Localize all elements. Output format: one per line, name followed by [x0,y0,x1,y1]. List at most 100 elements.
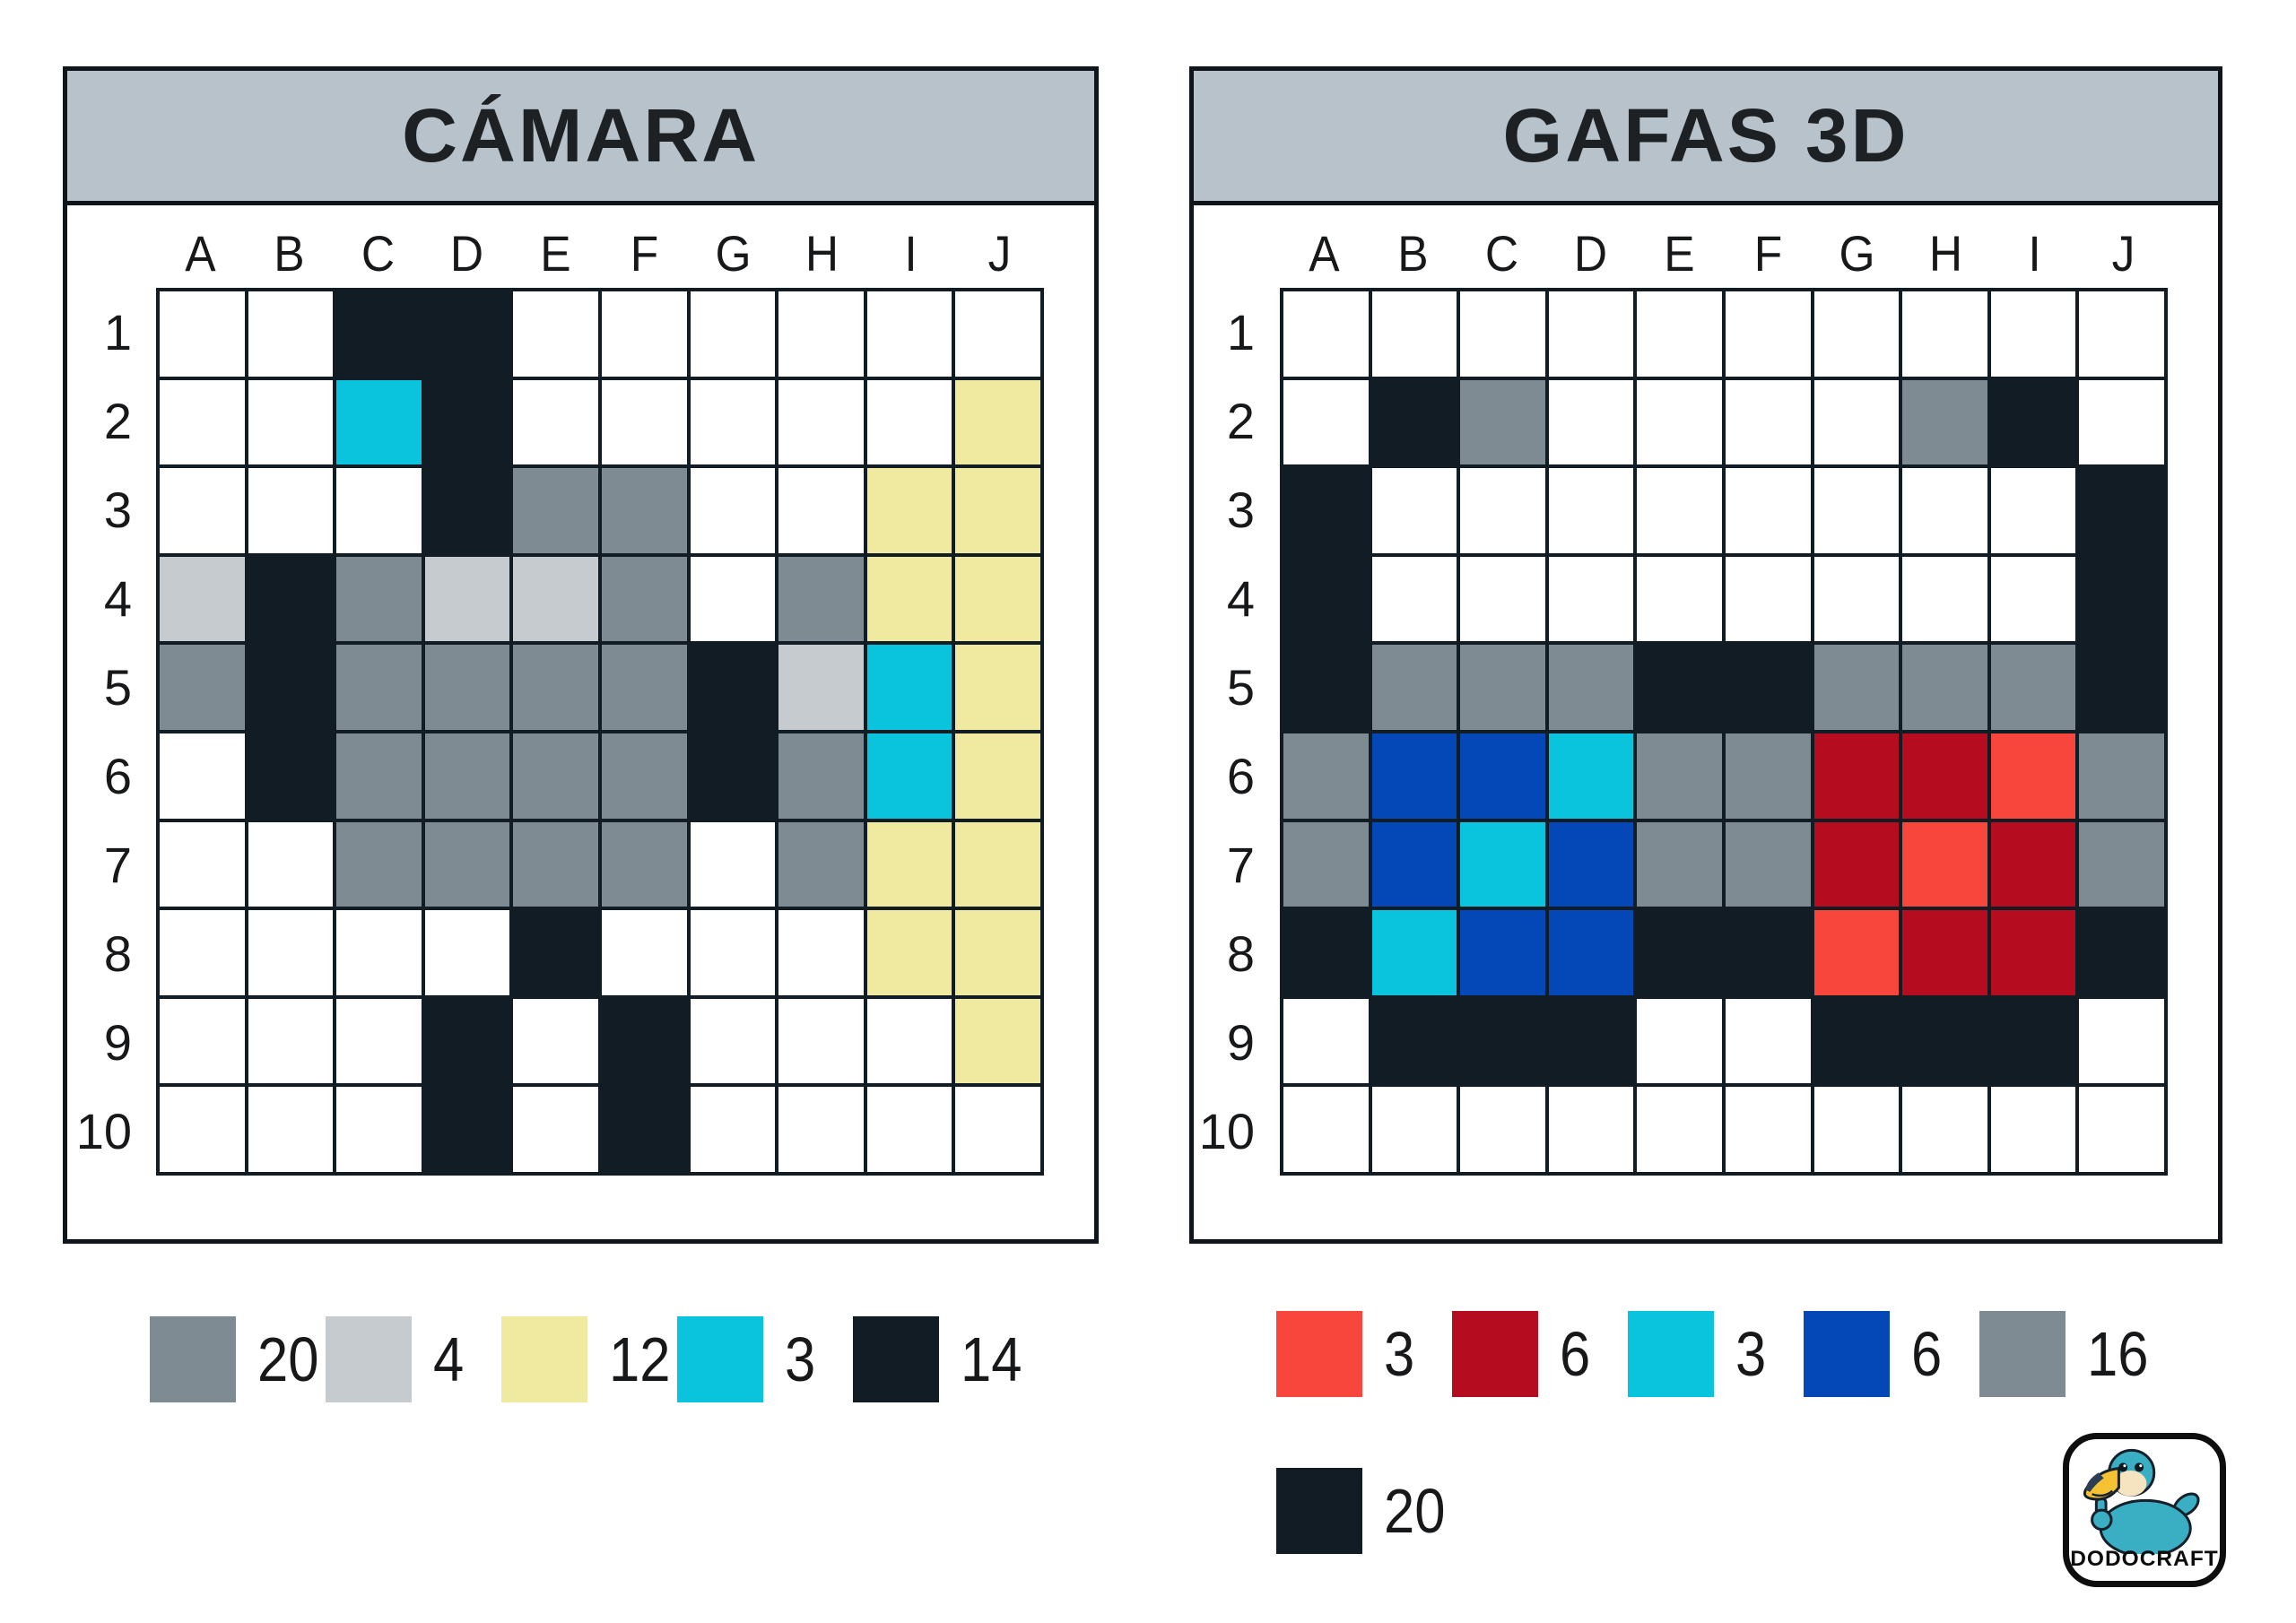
legend-camara: 20 4 12 3 14 [150,1316,1029,1402]
legend-count: 3 [785,1324,816,1394]
grid-cell-A5-gray [160,645,245,730]
grid-cell-E2-white [513,379,598,465]
column-letter-B: B [274,224,305,282]
grid-cell-C8-blue [1460,910,1545,995]
grid-cell-E4-white [1637,556,1722,642]
grid-cell-C5-gray [336,645,422,730]
dodocraft-logo: DODOCRAFT [2063,1433,2226,1587]
grid-cell-E5-gray [513,645,598,730]
grid-cell-G4-white [690,556,776,642]
panel-title: GAFAS 3D [1502,93,1909,178]
panel-header: GAFAS 3D [1194,71,2218,205]
legend-color-swatch [1276,1311,1362,1397]
row-number-6: 6 [1226,748,1255,804]
grid-cell-H3-white [1902,468,1987,553]
grid-cell-C7-gray [336,821,422,907]
grid-cell-E1-white [1637,291,1722,377]
grid-cell-I9-white [866,998,952,1084]
column-letter-C: C [1484,224,1519,282]
grid-cell-B6-blue [1371,733,1457,819]
grid-cell-F9-black [601,998,687,1084]
grid-cell-D1-black [424,291,510,377]
column-letter-F: F [630,224,659,282]
row-number-4: 4 [103,570,132,627]
grid-cell-J4-black [2079,556,2164,642]
grid-cell-D6-gray [424,733,510,819]
grid-cell-C8-white [336,910,422,995]
grid-cell-E9-white [513,998,598,1084]
column-letter-I: I [2028,224,2041,282]
grid-cell-I5-cyan [866,645,952,730]
legend-color-swatch [326,1316,412,1402]
column-letter-A: A [185,224,216,282]
grid-cell-B2-white [248,379,334,465]
row-number-9: 9 [1226,1014,1255,1071]
column-letter-H: H [804,224,839,282]
grid-cell-I2-white [866,379,952,465]
grid-cell-G5-black [690,645,776,730]
grid-cell-H2-white [778,379,864,465]
grid-cell-I3-yellow [866,468,952,553]
grid-cell-A7-white [160,821,245,907]
grid-cell-J6-yellow [955,733,1040,819]
row-numbers: 1 2 3 4 5 6 7 8 9 10 [74,288,152,1176]
grid-cell-J10-white [955,1087,1040,1172]
dodo-bird-icon [2083,1448,2200,1554]
grid-cell-B4-white [1371,556,1457,642]
grid-cell-D4-light-gray [424,556,510,642]
row-number-1: 1 [103,304,132,360]
row-number-3: 3 [103,482,132,538]
grid-cell-A8-white [160,910,245,995]
grid-cell-D2-white [1548,379,1634,465]
legend-item-cyan: 3 [677,1316,853,1402]
legend-item-cyan: 3 [1628,1311,1804,1397]
grid-cell-H10-white [1902,1087,1987,1172]
grid-cell-J9-yellow [955,998,1040,1084]
grid-cell-D3-white [1548,468,1634,553]
grid-cell-A6-white [160,733,245,819]
row-number-10: 10 [1198,1103,1255,1159]
grid-cell-G8-red [1813,910,1900,995]
legend-item-dark-red: 6 [1452,1311,1628,1397]
grid-cell-D1-white [1548,291,1634,377]
grid-cell-H1-white [1902,291,1987,377]
grid-cell-I7-dark-red [1990,821,2076,907]
grid-cell-D5-gray [1548,645,1634,730]
grid-cell-G5-gray [1813,645,1900,730]
grid-cell-G2-white [690,379,776,465]
grid-cell-G10-white [690,1087,776,1172]
grid-cell-F8-black [1725,910,1811,995]
grid-cell-B1-white [1371,291,1457,377]
grid-cell-A5-black [1283,645,1369,730]
grid-cell-J9-white [2079,998,2164,1084]
legend-item-black: 20 [1276,1468,1452,1554]
grid-cell-D10-white [1548,1087,1634,1172]
grid-cell-A4-black [1283,556,1369,642]
legend-count: 4 [433,1324,465,1394]
grid-cell-G1-white [1813,291,1900,377]
grid-cell-A1-white [1283,291,1369,377]
grid-cell-E3-white [1637,468,1722,553]
legend-count: 12 [609,1324,671,1394]
grid-cell-J5-yellow [955,645,1040,730]
grid-cell-D8-blue [1548,910,1634,995]
grid-cell-D8-white [424,910,510,995]
grid-cell-B1-white [248,291,334,377]
grid-cell-A10-white [160,1087,245,1172]
row-number-5: 5 [1226,659,1255,716]
grid-cell-J2-white [2079,379,2164,465]
column-letter-H: H [1928,224,1963,282]
legend-gafas-row-2: 20 [1276,1468,1452,1554]
grid-cell-G9-black [1813,998,1900,1084]
grid-cell-J7-yellow [955,821,1040,907]
grid-cell-H4-gray [778,556,864,642]
column-letter-C: C [361,224,396,282]
grid-cell-D3-black [424,468,510,553]
row-numbers: 1 2 3 4 5 6 7 8 9 10 [1197,288,1274,1176]
grid-cell-H7-gray [778,821,864,907]
grid-cell-G3-white [1813,468,1900,553]
grid-cell-H9-white [778,998,864,1084]
grid-cell-A6-gray [1283,733,1369,819]
grid-cell-J5-black [2079,645,2164,730]
grid-cell-A4-light-gray [160,556,245,642]
